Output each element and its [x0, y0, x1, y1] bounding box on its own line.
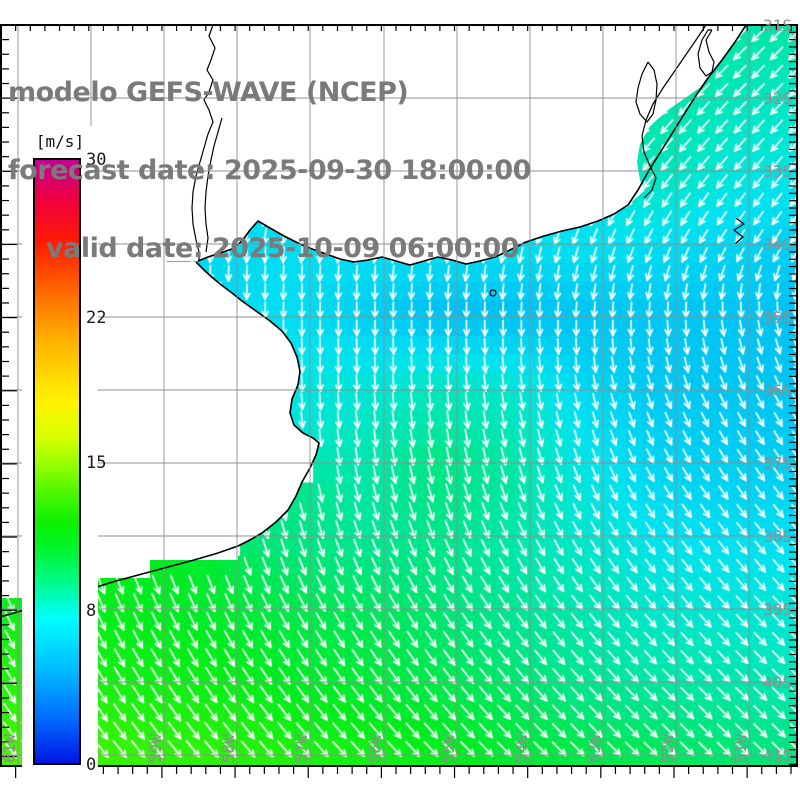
colorbar-tick-label: 30	[86, 150, 107, 170]
latitude-label: 40S	[763, 673, 792, 692]
longitude-label: 53W	[585, 734, 604, 763]
colorbar-tick-label: 15	[86, 453, 107, 473]
longitude-label: 59W	[146, 734, 165, 763]
colorbar-tick-label: 8	[86, 601, 97, 621]
latitude-label: 32S	[763, 89, 792, 108]
river-west-bank	[191, 24, 216, 260]
coastline-south	[0, 261, 320, 618]
longitude-label: 54W	[512, 734, 531, 763]
longitude-label: 57W	[292, 734, 311, 763]
map-frame	[0, 24, 798, 767]
longitude-label: 58W	[219, 734, 238, 763]
latitude-label: 36S	[763, 381, 792, 400]
forecast-date: forecast date: 2025-09-30 18:00:00	[8, 155, 531, 186]
longitude-label: 55W	[439, 734, 458, 763]
colorbar-gradient	[33, 158, 81, 765]
latitude-label: 31S	[763, 16, 792, 35]
longitude-label: 61W	[0, 734, 19, 763]
latitude-label: 39S	[763, 600, 792, 619]
coastline-north	[197, 24, 747, 266]
lagoon-mirim-outline	[635, 61, 658, 123]
latitude-label: 37S	[763, 454, 792, 473]
colorbar-tick-label: 22	[86, 308, 107, 328]
longitude-label: 51W	[731, 734, 750, 763]
lagoon-outline-small	[697, 29, 715, 77]
colorbar-tick-label: 0	[86, 755, 97, 775]
valid-date: valid date: 2025-10-09 06:00:00	[46, 233, 519, 264]
latitude-label: 35S	[763, 308, 792, 327]
colorbar-unit-label: [m/s]	[35, 132, 85, 151]
latitude-label: 34S	[763, 235, 792, 254]
title-block: modelo GEFS-WAVE (NCEP) forecast date: 2…	[8, 28, 531, 314]
island-outline	[489, 289, 497, 297]
latitude-label: 33S	[763, 162, 792, 181]
longitude-label: 52W	[658, 734, 677, 763]
land-mask-north	[0, 25, 746, 265]
model-title: modelo GEFS-WAVE (NCEP)	[8, 77, 409, 108]
coastal-squiggle	[733, 217, 745, 245]
latitude-label: 41S	[763, 746, 792, 765]
longitude-label: 56W	[366, 734, 385, 763]
river-east-bank	[204, 117, 223, 253]
latitude-label: 38S	[763, 527, 792, 546]
colorbar-panel: [m/s] 30 22 15 8 0	[22, 126, 106, 780]
